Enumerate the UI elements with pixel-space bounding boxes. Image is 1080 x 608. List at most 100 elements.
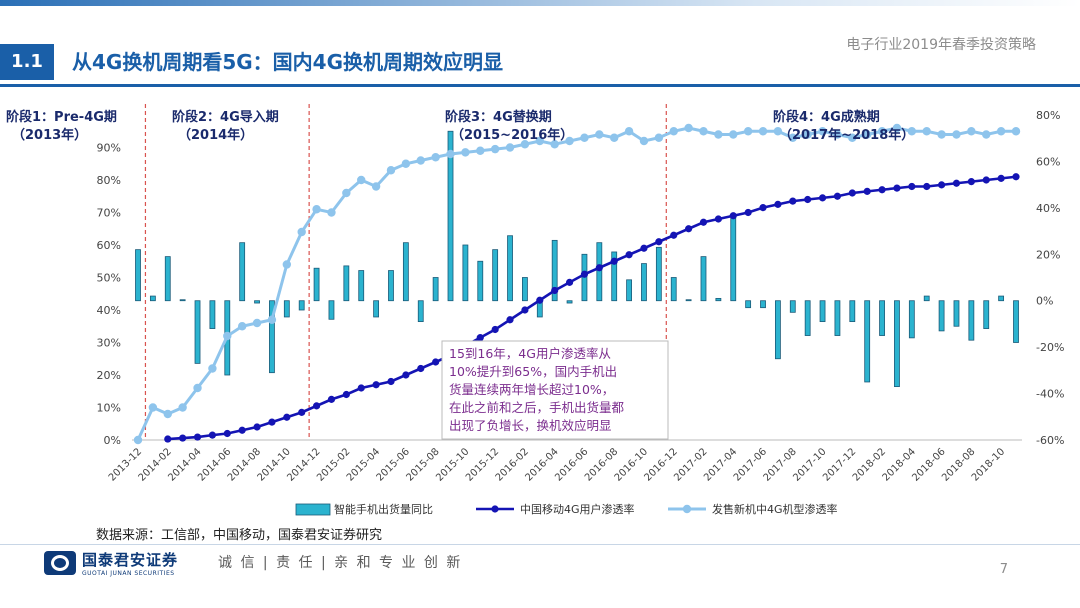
title-rule [0,84,1080,87]
bar-shipment-yoy [983,300,990,329]
series-4g-model-share-point [848,133,857,142]
series-4g-user-penetration-point [967,178,975,186]
series-4g-model-share-point [357,175,366,185]
bar-shipment-yoy [760,300,766,309]
series-4g-model-share-point [892,123,902,133]
bar-shipment-yoy [179,299,186,302]
bar-shipment-yoy [804,300,811,336]
bar-shipment-yoy [388,270,394,302]
series-4g-model-share-point [758,127,768,136]
bar-shipment-yoy [477,260,484,302]
bar-shipment-yoy [641,263,647,302]
series-4g-user-penetration-point [283,413,291,421]
series-4g-model-share-point [208,364,217,373]
series-4g-user-penetration-point [982,176,990,184]
bar-shipment-yoy [1013,300,1019,343]
series-4g-model-share-point [476,146,485,155]
y-left-tick-label: 70% [97,207,121,220]
series-4g-model-share-point [818,127,827,136]
series-4g-user-penetration-point [491,325,499,334]
series-4g-user-penetration-point [476,334,484,342]
y-right-tick-label: -60% [1036,434,1064,447]
series-4g-user-penetration-point [923,182,931,191]
bar-shipment-yoy [596,242,603,302]
series-4g-model-share-point [252,318,262,328]
legend-label: 中国移动4G用户渗透率 [520,502,635,516]
series-4g-model-share-point [699,127,708,136]
bar-shipment-yoy [998,295,1005,302]
series-4g-user-penetration-point [640,244,648,252]
series-4g-user-penetration-point [952,179,961,187]
annotation-text: 货量连续两年增长超过10%， [449,382,614,397]
series-4g-user-penetration-line [167,175,1017,441]
bar-shipment-yoy [968,300,975,341]
bar-shipment-yoy [938,300,945,332]
series-4g-model-share-point [580,133,589,142]
phase-years: （2015~2016年） [451,127,573,143]
section-number: 1.1 [0,44,54,80]
series-4g-model-share-point [684,123,693,133]
series-4g-model-share-point [386,166,396,175]
series-4g-user-penetration-point [402,371,410,379]
series-4g-user-penetration-point [164,435,172,443]
series-4g-user-penetration-point [342,390,350,399]
series-4g-user-penetration-point [744,208,752,217]
bar-shipment-yoy [373,300,380,318]
series-4g-user-penetration-point [387,377,395,386]
company-slogan: 诚 信 | 责 任 | 亲 和 专 业 创 新 [218,555,463,571]
y-right-tick-label: -40% [1036,388,1064,401]
report-subtitle: 电子行业2019年春季投资策略 [846,37,1036,53]
series-4g-user-penetration-point [774,200,782,208]
bar-shipment-yoy [789,300,796,313]
annotation-text: 出现了负增长，换机效应明显 [449,418,612,433]
series-4g-model-share-point [401,159,411,168]
series-4g-user-penetration-point [580,270,589,278]
series-4g-model-share-point [729,130,738,139]
bar-shipment-yoy [462,244,469,302]
bar-shipment-yoy [685,299,692,302]
bar-shipment-yoy [358,270,365,302]
series-4g-user-penetration-point [670,231,678,239]
y-left-tick-label: 60% [97,239,121,252]
bar-shipment-yoy [298,300,305,311]
bar-shipment-yoy [655,246,662,302]
series-4g-model-share-point [490,144,500,154]
series-4g-user-penetration-point [685,225,693,233]
series-4g-model-share-point [133,435,143,445]
bar-shipment-yoy [551,239,558,302]
phase-label: 阶段2：4G导入期 [172,109,279,125]
bar-shipment-yoy [164,256,171,302]
series-4g-user-penetration-point [1012,173,1020,181]
series-4g-user-penetration-point [565,278,574,286]
phase-years: （2017年~2018年） [779,127,914,143]
series-4g-model-share-point [1011,127,1021,136]
series-4g-user-penetration-point [893,184,901,192]
bar-shipment-yoy [209,300,216,329]
bar-shipment-yoy [566,300,573,304]
bar-shipment-yoy [953,300,960,327]
series-4g-user-penetration-point [848,189,856,197]
legend-label: 智能手机出货量同比 [334,502,433,516]
logo-name-en: GUOTAI JUNAN SECURITIES [82,570,175,577]
bar-shipment-yoy [343,265,350,302]
series-4g-model-share-point [342,188,351,198]
footer-rule [0,544,1080,545]
series-4g-model-share-point [803,130,812,139]
series-4g-model-share-point [967,127,976,136]
bar-shipment-yoy [432,277,439,302]
bar-shipment-yoy [402,242,409,302]
series-4g-model-share-point [877,127,887,136]
series-4g-model-share-point [982,130,991,139]
series-4g-model-share-point [148,403,158,412]
y-left-tick-label: 0% [104,434,121,447]
y-right-tick-label: 60% [1036,155,1060,168]
series-4g-user-penetration-point [655,238,663,246]
bar-shipment-yoy [611,251,618,302]
series-4g-user-penetration-point [595,264,603,272]
series-4g-user-penetration-point [878,186,886,194]
bar-shipment-yoy [269,300,275,374]
series-4g-model-share-point [952,130,961,139]
series-4g-model-share-point [505,143,515,152]
page-number: 7 [999,562,1008,577]
